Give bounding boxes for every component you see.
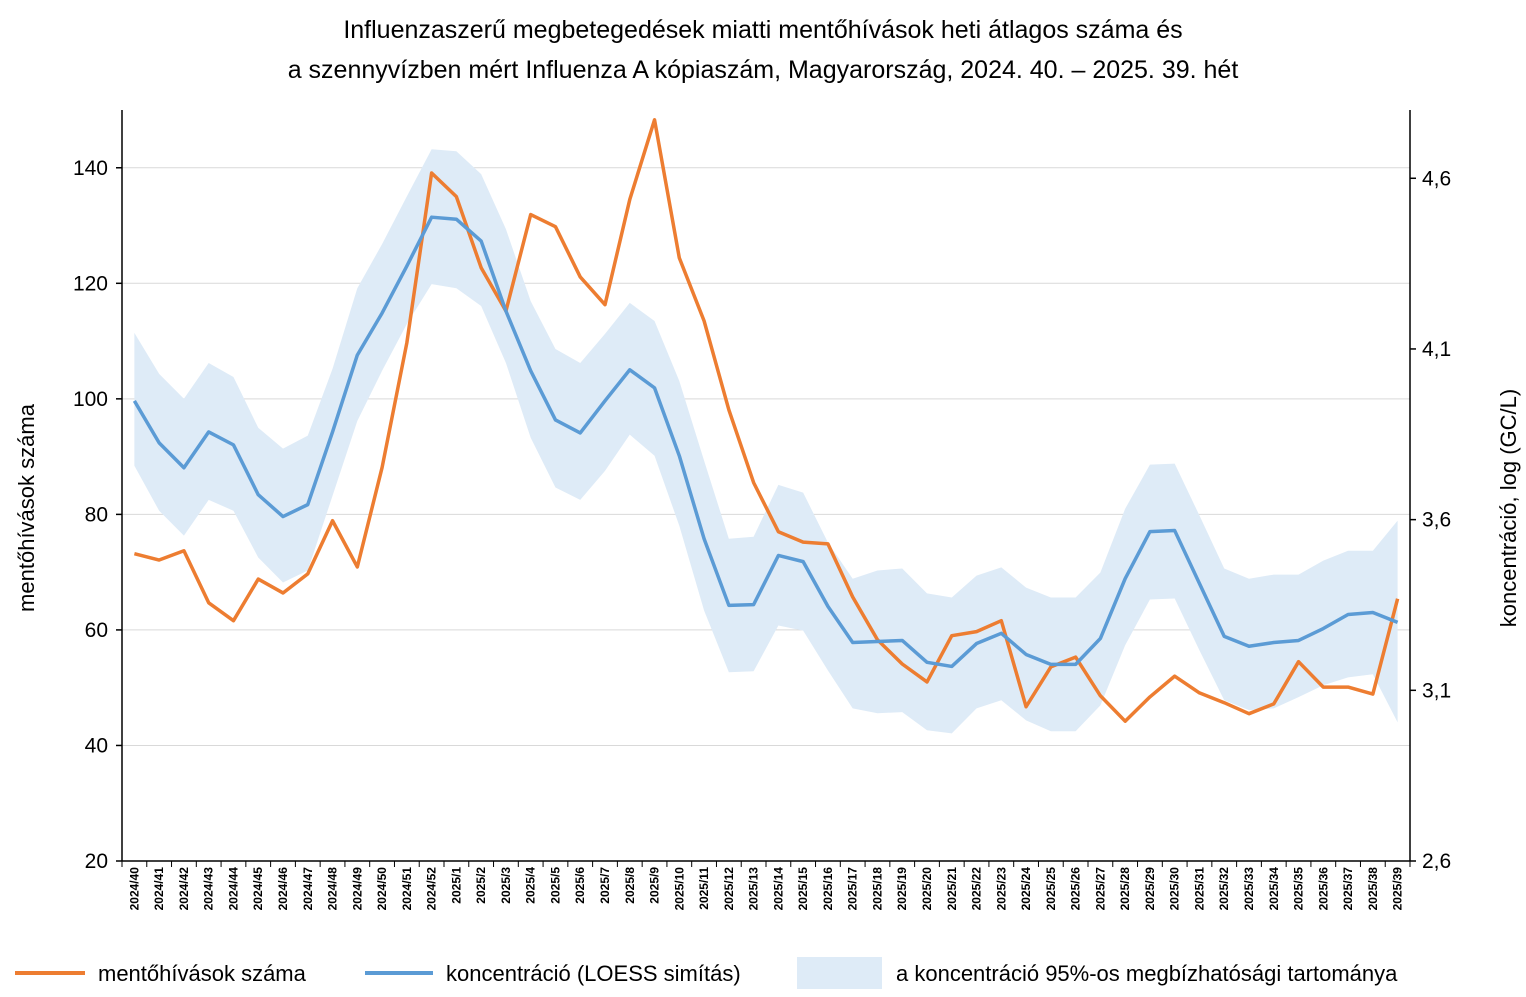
y2-tick-label: 4,1: [1422, 338, 1451, 361]
x-tick-label: 2025/15: [796, 867, 810, 911]
x-tick-label: 2024/45: [251, 867, 265, 911]
x-tick-label: 2025/25: [1044, 867, 1058, 911]
x-tick-label: 2025/10: [672, 867, 686, 911]
x-tick-label: 2025/24: [1019, 867, 1033, 911]
x-tick-label: 2024/48: [326, 867, 340, 911]
x-tick-label: 2025/21: [945, 867, 959, 911]
x-tick-label: 2025/14: [771, 867, 785, 911]
x-tick-label: 2024/42: [177, 867, 191, 911]
x-tick-label: 2025/28: [1118, 867, 1132, 911]
x-tick-label: 2025/2: [474, 867, 488, 904]
x-tick-label: 2025/23: [994, 867, 1008, 911]
x-tick-label: 2025/4: [524, 867, 538, 904]
x-tick-label: 2025/19: [895, 867, 909, 911]
x-tick-label: 2024/40: [127, 867, 141, 911]
x-tick-label: 2024/43: [202, 867, 216, 911]
x-tick-label: 2025/20: [920, 867, 934, 911]
x-tick-label: 2025/37: [1341, 867, 1355, 911]
x-tick-label: 2025/35: [1292, 867, 1306, 911]
x-tick-label: 2025/29: [1143, 867, 1157, 911]
chart-title: Influenzaszerű megbetegedések miatti men…: [343, 16, 1182, 44]
legend-label: a koncentráció 95%-os megbízhatósági tar…: [896, 961, 1398, 986]
y-tick-label: 60: [85, 619, 108, 642]
x-tick-label: 2025/3: [499, 867, 513, 904]
x-tick-label: 2025/38: [1366, 867, 1380, 911]
x-tick-label: 2025/31: [1192, 867, 1206, 911]
x-tick-label: 2025/8: [623, 867, 637, 904]
y-tick-label: 80: [85, 503, 108, 526]
confidence-band: [134, 149, 1398, 734]
x-tick-label: 2024/41: [152, 867, 166, 911]
x-tick-label: 2025/18: [870, 867, 884, 911]
data-line: [132, 215, 1399, 669]
x-tick-label: 2025/6: [573, 867, 587, 904]
y2-tick-label: 3,1: [1422, 679, 1451, 702]
x-tick-label: 2025/32: [1217, 867, 1231, 911]
x-tick-label: 2024/51: [400, 867, 414, 911]
legend-label: mentőhívások száma: [98, 961, 307, 986]
y-tick-label: 100: [73, 388, 108, 411]
x-tick-label: 2025/16: [821, 867, 835, 911]
chart-title: a szennyvízben mért Influenza A kópiaszá…: [288, 56, 1239, 84]
y-tick-label: 20: [85, 850, 108, 873]
x-tick-label: 2025/7: [598, 867, 612, 904]
x-tick-label: 2025/5: [548, 867, 562, 904]
y-tick-label: 140: [73, 157, 108, 180]
x-tick-label: 2025/39: [1391, 867, 1405, 911]
x-tick-label: 2025/12: [722, 867, 736, 911]
y-tick-label: 120: [73, 272, 108, 295]
x-tick-label: 2025/33: [1242, 867, 1256, 911]
data-line: [133, 118, 1400, 723]
x-tick-label: 2024/49: [350, 867, 364, 911]
y-axis-label: mentőhívások száma: [14, 403, 39, 612]
x-tick-label: 2025/11: [697, 867, 711, 910]
y2-tick-label: 3,6: [1422, 509, 1451, 532]
x-tick-label: 2024/46: [276, 867, 290, 911]
x-tick-label: 2024/52: [425, 867, 439, 911]
x-tick-label: 2025/22: [970, 867, 984, 911]
x-tick-label: 2025/9: [648, 867, 662, 904]
legend-swatch: [797, 957, 882, 989]
x-tick-label: 2025/17: [846, 867, 860, 911]
y2-tick-label: 2,6: [1422, 850, 1451, 873]
x-tick-label: 2025/36: [1316, 867, 1330, 911]
x-tick-label: 2025/26: [1069, 867, 1083, 911]
x-tick-label: 2025/30: [1168, 867, 1182, 911]
x-tick-label: 2025/13: [747, 867, 761, 911]
x-tick-label: 2025/34: [1267, 867, 1281, 911]
y2-tick-label: 4,6: [1422, 167, 1451, 190]
legend-label: koncentráció (LOESS simítás): [446, 961, 741, 986]
y2-axis-label: koncentráció, log (GC/L): [1496, 389, 1521, 627]
x-tick-label: 2025/27: [1093, 867, 1107, 911]
y-tick-label: 40: [85, 734, 108, 757]
x-tick-label: 2024/44: [226, 867, 240, 911]
x-tick-label: 2025/1: [449, 867, 463, 904]
x-tick-label: 2024/50: [375, 867, 389, 911]
x-tick-label: 2024/47: [301, 867, 315, 911]
